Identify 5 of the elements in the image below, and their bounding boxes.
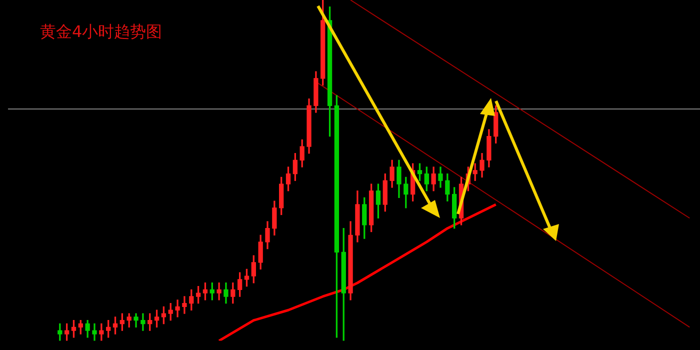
candlestick xyxy=(140,313,146,331)
candlestick xyxy=(182,296,187,314)
text: 黄金4小时趋势图 xyxy=(40,22,162,43)
candlestick xyxy=(175,300,180,318)
candlestick xyxy=(216,282,222,300)
